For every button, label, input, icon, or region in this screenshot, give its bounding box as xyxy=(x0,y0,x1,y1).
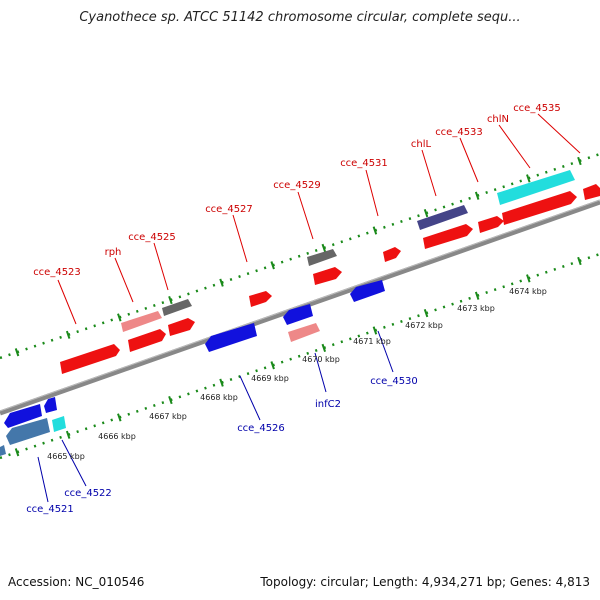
scale-label-4671: 4671 kbp xyxy=(353,337,391,346)
label-cce-4527[interactable]: cce_4527 xyxy=(205,204,253,215)
gene-cce-4527[interactable] xyxy=(249,291,272,307)
major-tick xyxy=(168,295,173,305)
reverse-gene-labels: cce_4521 cce_4522 cce_4526 infC2 cce_453… xyxy=(26,376,418,515)
major-tick xyxy=(14,448,20,457)
major-tick xyxy=(372,326,378,335)
major-tick xyxy=(65,330,71,339)
major-tick xyxy=(321,343,327,353)
gene-chlL[interactable] xyxy=(417,205,468,230)
scale-label-4673: 4673 kbp xyxy=(457,304,495,313)
genome-stats-text: Topology: circular; Length: 4,934,271 bp… xyxy=(260,575,590,589)
gene-cce-4525c[interactable] xyxy=(168,318,195,336)
accession-text: Accession: NC_010546 xyxy=(8,575,145,589)
label-chlL[interactable]: chlL xyxy=(411,139,432,150)
major-tick xyxy=(117,413,122,422)
gene-infC2b[interactable] xyxy=(288,323,320,342)
forward-leaders xyxy=(57,113,581,325)
scale-label-4665: 4665 kbp xyxy=(47,452,85,461)
gene-infC2[interactable] xyxy=(283,304,313,325)
label-cce-4533[interactable]: cce_4533 xyxy=(435,127,483,138)
gene-cce-4530[interactable] xyxy=(350,280,385,302)
label-rph[interactable]: rph xyxy=(105,247,122,258)
label-cce-4531[interactable]: cce_4531 xyxy=(340,158,388,169)
gene-cce-4529b[interactable] xyxy=(313,267,342,285)
major-tick xyxy=(474,291,480,300)
major-tick xyxy=(423,309,429,318)
upper-tick-row xyxy=(0,152,600,360)
scale-label-4666: 4666 kbp xyxy=(98,432,136,441)
reverse-genes xyxy=(0,280,385,456)
major-tick xyxy=(526,174,531,183)
gene-cce-4533b[interactable] xyxy=(478,216,504,233)
gene-cce-4521b[interactable] xyxy=(44,397,57,413)
lower-major-ticks xyxy=(14,256,582,457)
major-tick xyxy=(219,278,224,287)
gene-cce-4535[interactable] xyxy=(502,191,577,225)
major-tick xyxy=(577,256,582,266)
major-tick xyxy=(526,274,531,283)
gene-cce-4536[interactable] xyxy=(583,184,600,200)
gene-cce-4533[interactable] xyxy=(423,224,473,249)
major-tick xyxy=(168,395,173,405)
gene-cce-4525b[interactable] xyxy=(162,299,192,316)
gene-cce-4520[interactable] xyxy=(0,445,6,456)
major-tick xyxy=(423,209,429,218)
label-cce-4530[interactable]: cce_4530 xyxy=(370,376,418,387)
gene-rph[interactable] xyxy=(121,311,162,332)
upper-major-ticks xyxy=(14,156,582,357)
label-chlN[interactable]: chlN xyxy=(487,114,509,125)
label-cce-4525[interactable]: cce_4525 xyxy=(128,232,176,243)
gene-cce-4523[interactable] xyxy=(60,344,120,374)
map-title: Cyanothece sp. ATCC 51142 chromosome cir… xyxy=(79,10,521,25)
major-tick xyxy=(474,191,480,200)
label-cce-4522[interactable]: cce_4522 xyxy=(64,488,112,499)
scale-label-4669: 4669 kbp xyxy=(251,374,289,383)
gene-cce-4522[interactable] xyxy=(6,418,50,445)
scale-label-4674: 4674 kbp xyxy=(509,287,547,296)
label-infC2[interactable]: infC2 xyxy=(315,399,341,410)
forward-gene-labels: cce_4523 rph cce_4525 cce_4527 cce_4529 … xyxy=(33,103,561,278)
gene-cce-4525[interactable] xyxy=(128,329,166,352)
forward-genes xyxy=(60,170,600,374)
major-tick xyxy=(577,156,582,166)
major-tick xyxy=(270,261,275,270)
scale-label-4668: 4668 kbp xyxy=(200,393,238,402)
lower-tick-row xyxy=(0,252,600,460)
label-cce-4535[interactable]: cce_4535 xyxy=(513,103,561,114)
scale-label-4667: 4667 kbp xyxy=(149,412,187,421)
major-tick xyxy=(321,243,327,253)
gene-cce-4521[interactable] xyxy=(4,404,42,428)
major-tick xyxy=(65,430,71,439)
label-cce-4529[interactable]: cce_4529 xyxy=(273,180,321,191)
scale-label-4670: 4670 kbp xyxy=(302,355,340,364)
gene-chlN[interactable] xyxy=(497,170,575,205)
gene-cce-4531[interactable] xyxy=(383,247,401,262)
chromosome-backbone-highlight xyxy=(0,199,600,412)
major-tick xyxy=(270,361,275,370)
major-tick xyxy=(219,378,224,387)
label-cce-4521[interactable]: cce_4521 xyxy=(26,504,74,515)
gene-cce-4526[interactable] xyxy=(205,323,257,352)
scale-labels: 4665 kbp 4666 kbp 4667 kbp 4668 kbp 4669… xyxy=(47,287,547,461)
major-tick xyxy=(117,313,122,322)
label-cce-4526[interactable]: cce_4526 xyxy=(237,423,285,434)
gene-cce-4522b[interactable] xyxy=(52,416,66,432)
reverse-leaders xyxy=(37,330,394,503)
major-tick xyxy=(14,348,20,357)
gene-cce-4529[interactable] xyxy=(307,249,337,266)
scale-label-4672: 4672 kbp xyxy=(405,321,443,330)
label-cce-4523[interactable]: cce_4523 xyxy=(33,267,81,278)
major-tick xyxy=(372,226,378,235)
